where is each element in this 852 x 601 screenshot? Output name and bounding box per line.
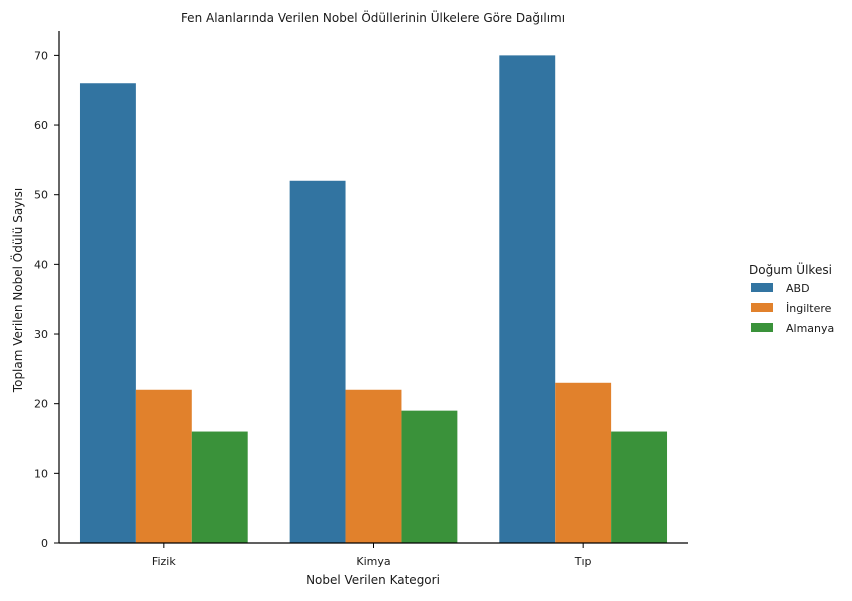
y-tick-label: 30 [34,328,48,341]
legend-swatch [751,283,773,292]
bar-ABD-Fizik [79,83,136,544]
x-tick-label: Fizik [152,555,176,568]
bar-Almanya-Tıp [611,431,668,543]
y-tick-label: 50 [34,189,48,202]
legend-swatch [751,323,773,332]
y-tick-label: 10 [34,467,48,480]
plot-area: 0 10 20 30 40 50 60 70 Fizik Kimya Tıp [34,49,668,568]
y-tick-label: 0 [41,537,48,550]
legend-label: Almanya [786,322,834,335]
x-tick-label: Tıp [574,555,592,568]
legend-title: Doğum Ülkesi [749,261,832,277]
legend-label: ABD [786,282,810,295]
bar-İngiltere-Fizik [135,389,192,543]
y-tick-label: 60 [34,119,48,132]
x-axis-title: Nobel Verilen Kategori [306,573,440,587]
y-tick-label: 20 [34,398,48,411]
bar-İngiltere-Kimya [345,389,402,543]
legend-swatch [751,303,773,312]
y-tick-label: 40 [34,258,48,271]
legend-label: İngiltere [786,302,832,315]
x-tick-label: Kimya [356,555,390,568]
chart-title: Fen Alanlarında Verilen Nobel Ödüllerini… [181,9,565,25]
y-tick-label: 70 [34,49,48,62]
bar-Almanya-Kimya [401,410,458,543]
bar-İngiltere-Tıp [555,382,612,543]
bar-ABD-Tıp [499,55,556,543]
bar-Almanya-Fizik [191,431,248,543]
bar-ABD-Kimya [289,180,346,543]
y-axis-title: Toplam Verilen Nobel Ödülü Sayısı [9,188,25,393]
legend: Doğum Ülkesi ABD İngiltere Almanya [749,261,834,335]
